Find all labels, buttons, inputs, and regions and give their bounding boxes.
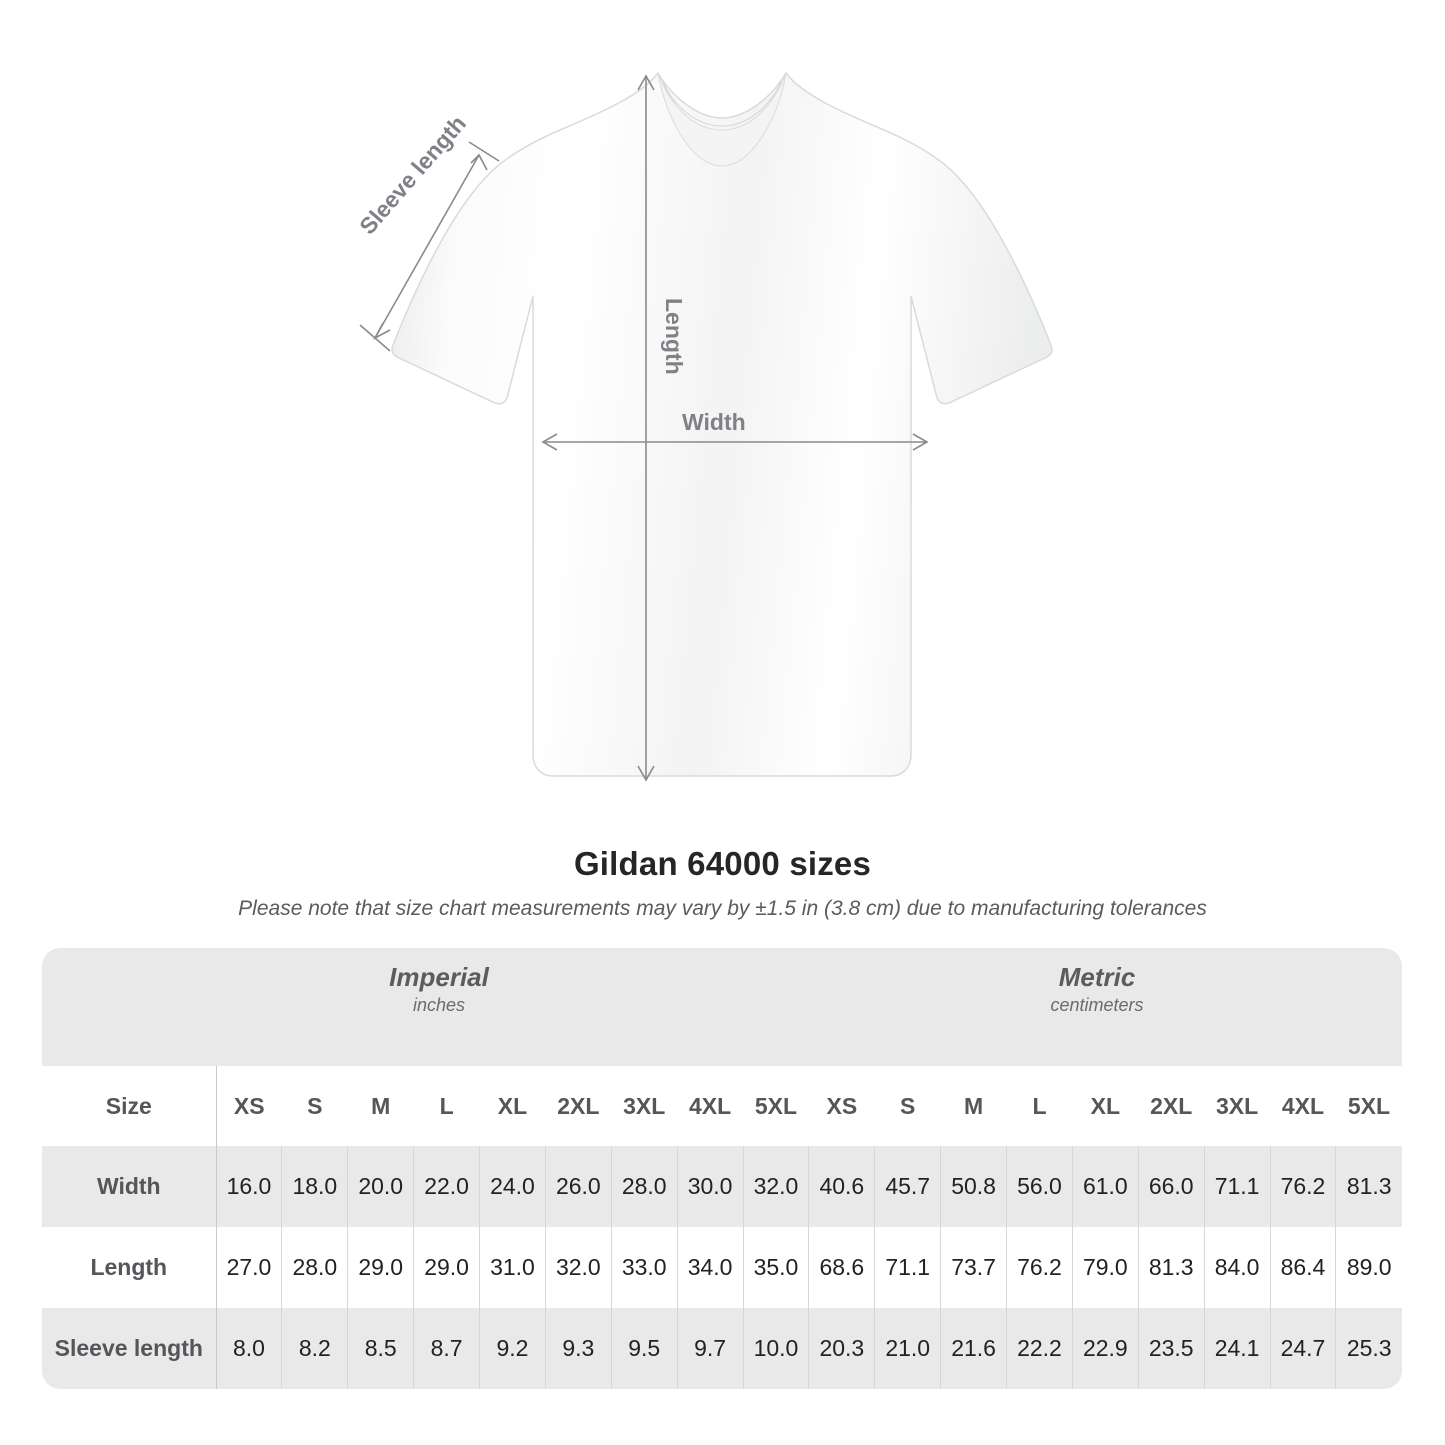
svg-text:Length: Length	[661, 298, 687, 375]
svg-text:Width: Width	[682, 409, 746, 435]
